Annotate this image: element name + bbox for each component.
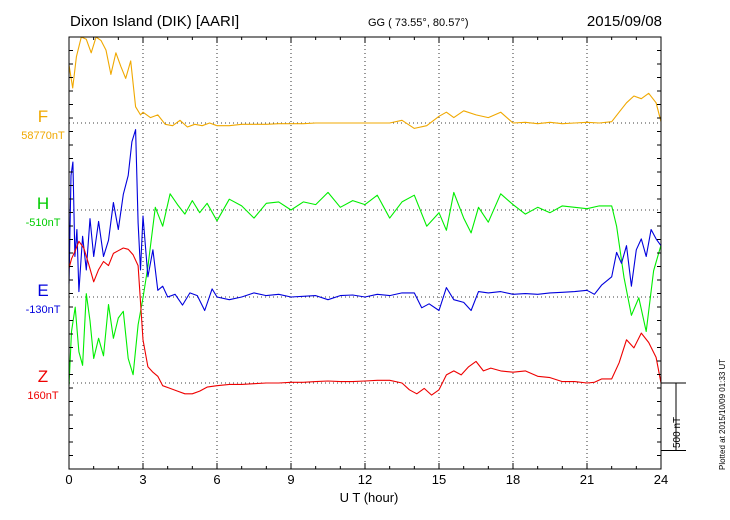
series-line-h xyxy=(68,191,662,386)
f-baseline-label: 58770nT xyxy=(21,130,65,142)
station-title: Dixon Island (DIK) [AARI] xyxy=(70,13,240,30)
series-line-z xyxy=(68,240,662,396)
z-baseline-label: 160nT xyxy=(27,390,59,402)
x-tick-label: 12 xyxy=(358,472,372,487)
x-tick-label: 18 xyxy=(506,472,520,487)
x-tick-label: 15 xyxy=(432,472,446,487)
scale-bar xyxy=(661,382,686,451)
h-channel-label: H xyxy=(36,194,50,213)
x-axis-label: U T (hour) xyxy=(339,490,399,505)
x-tick-label: 3 xyxy=(139,472,146,487)
x-tick-label: 21 xyxy=(580,472,594,487)
axis-ticks: 0 3 6 9 12 15 18 21 24 xyxy=(65,36,668,487)
x-tick-label: 0 xyxy=(65,472,72,487)
f-channel-label: F xyxy=(37,107,49,126)
scale-bar-label: 500 nT xyxy=(672,416,683,448)
e-channel-label: E xyxy=(37,281,49,300)
station-coordinates: GG ( 73.55°, 80.57°) xyxy=(368,17,469,29)
plot-date: 2015/09/08 xyxy=(586,13,662,30)
chart-series xyxy=(68,36,662,396)
chart-grid xyxy=(69,37,661,469)
e-baseline-label: -130nT xyxy=(25,304,61,316)
series-line-e xyxy=(68,129,662,312)
series-line-f xyxy=(68,36,662,129)
z-channel-label: Z xyxy=(37,367,49,386)
plotted-timestamp: Plotted at 2015/10/09 01:33 UT xyxy=(718,358,727,470)
x-tick-label: 6 xyxy=(213,472,220,487)
h-baseline-label: -510nT xyxy=(25,217,61,229)
x-tick-label: 9 xyxy=(287,472,294,487)
x-tick-label: 24 xyxy=(654,472,668,487)
